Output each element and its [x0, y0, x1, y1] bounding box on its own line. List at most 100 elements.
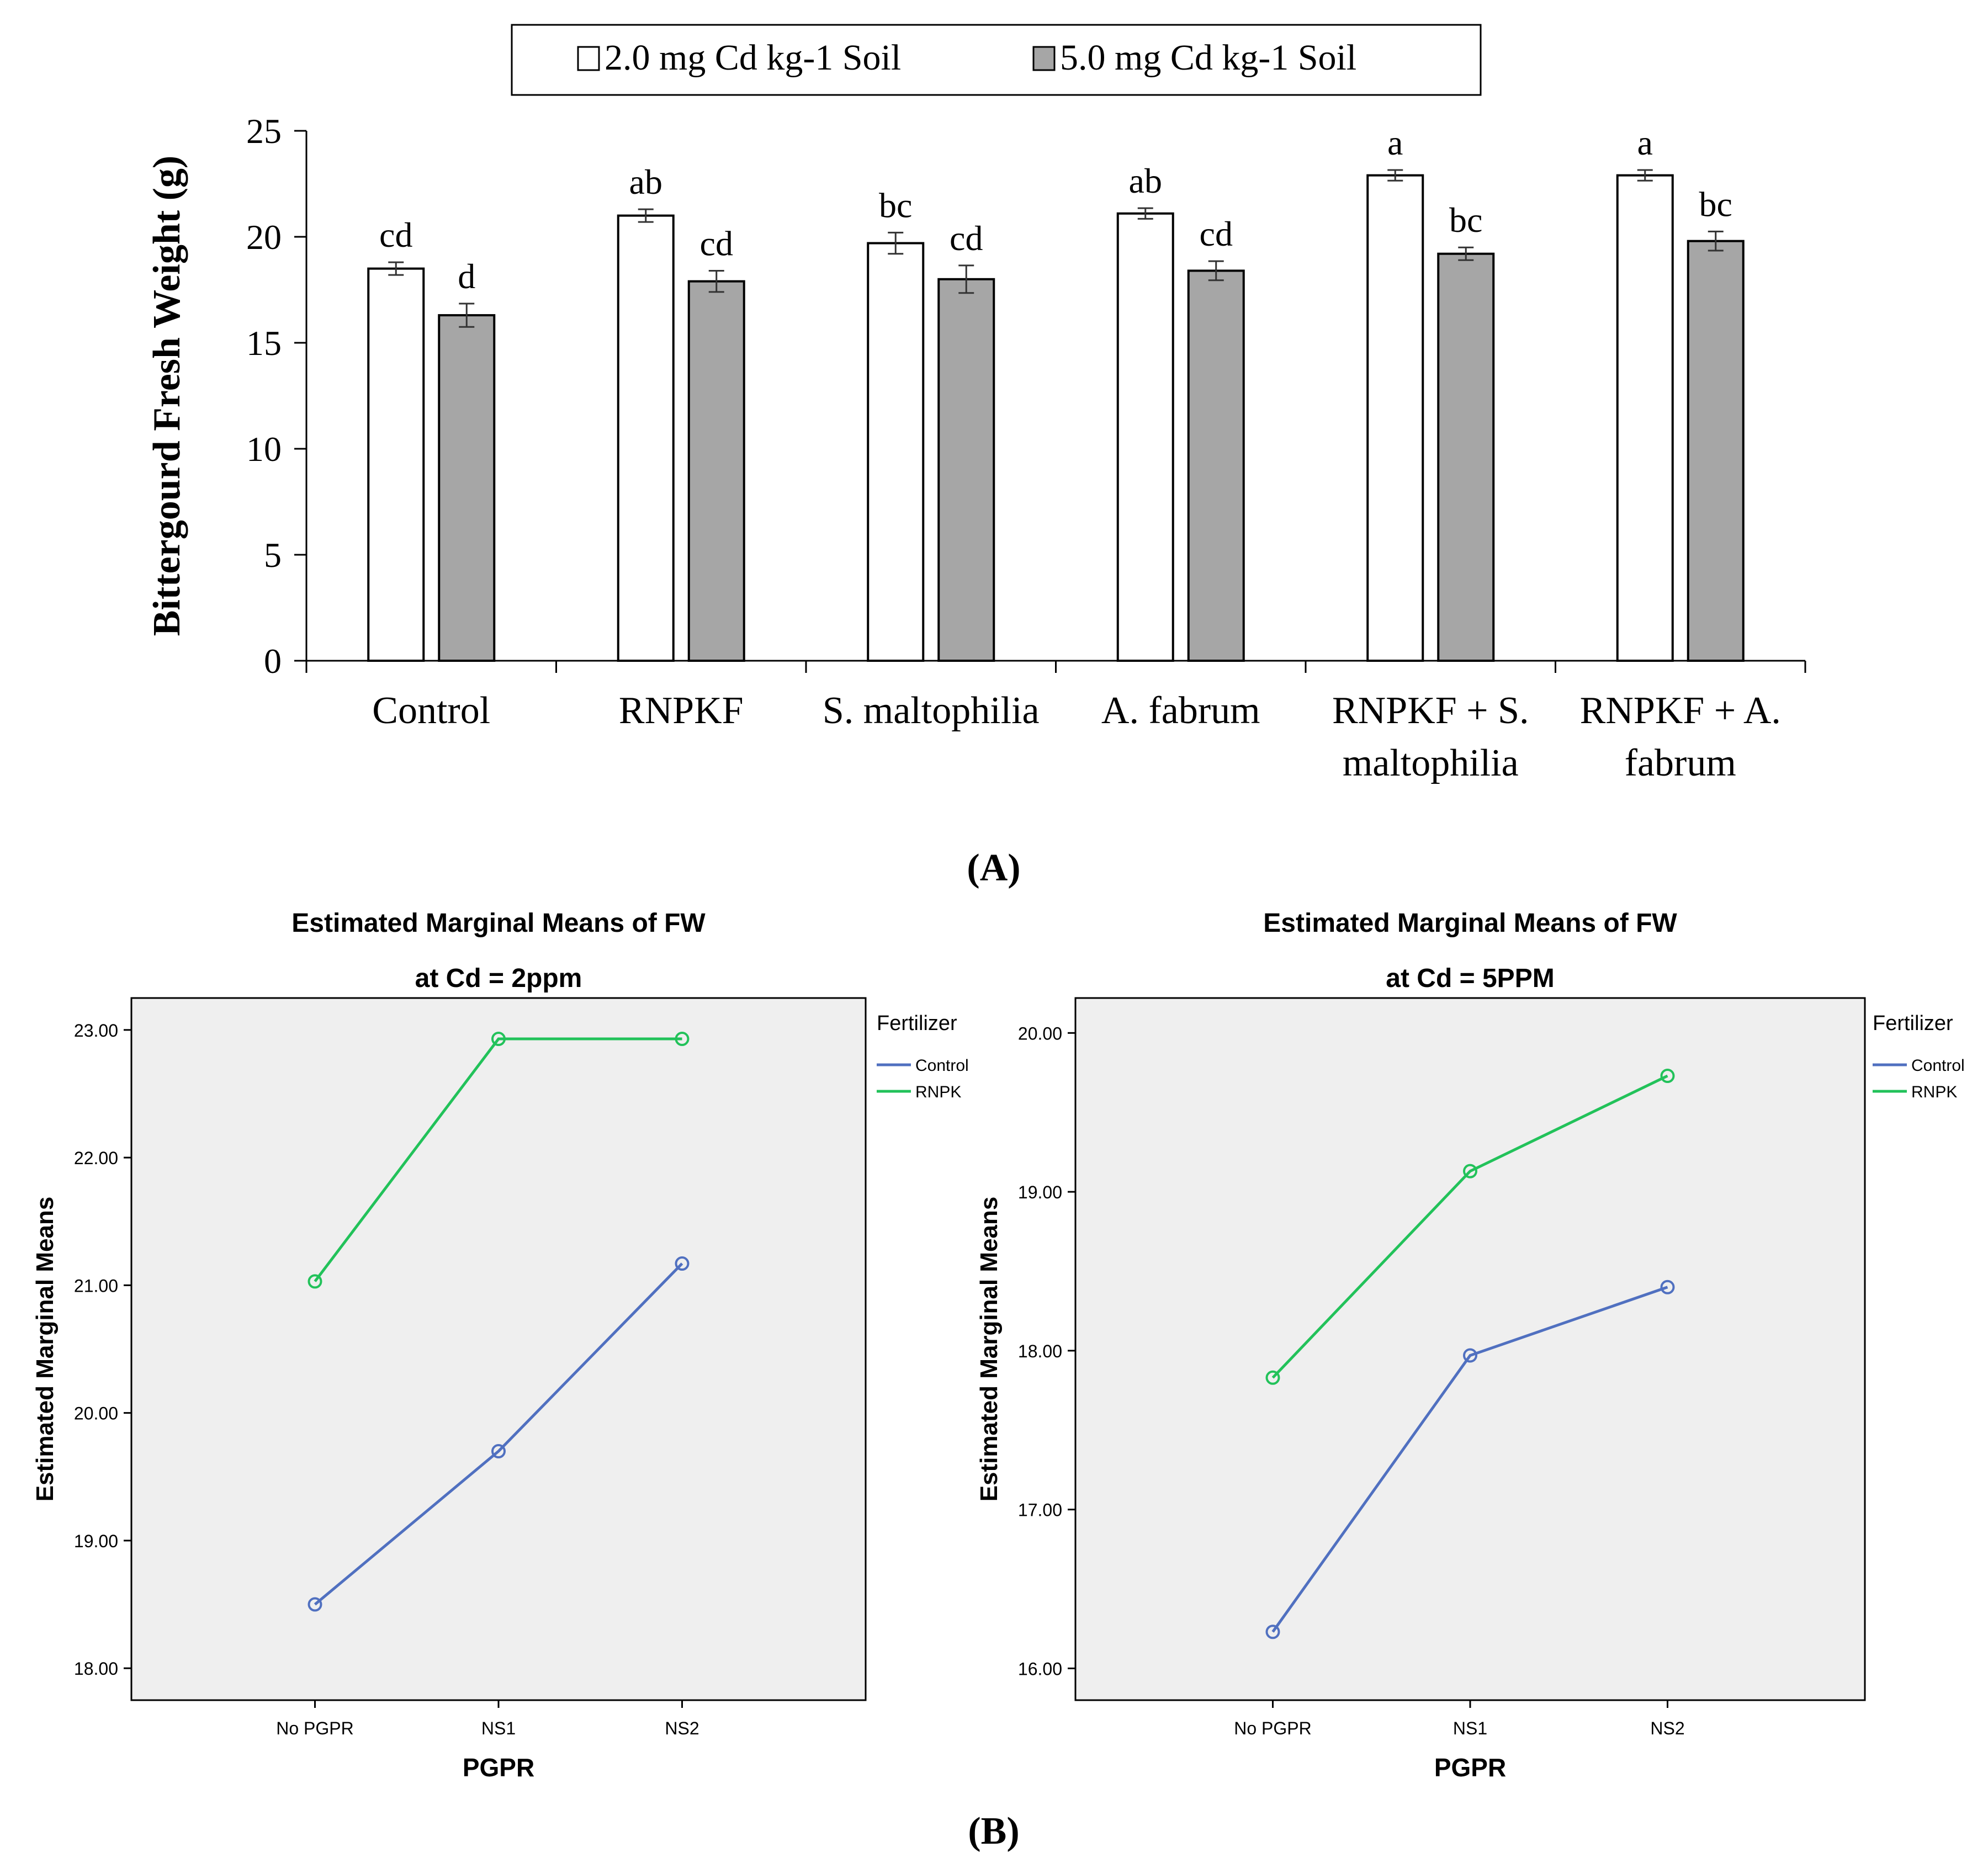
- legend-title: Fertilizer: [1873, 1012, 1953, 1035]
- data-point: [491, 1444, 506, 1459]
- y-axis-label: Estimated Marginal Means: [976, 1197, 1003, 1502]
- category-label: S. maltophilia: [823, 689, 1040, 732]
- data-point: [1265, 1370, 1280, 1385]
- legend-swatch: [1032, 46, 1056, 71]
- significance-label: bc: [1449, 200, 1482, 240]
- data-point: [1463, 1348, 1477, 1363]
- data-point: [491, 1032, 506, 1047]
- chart-title: Estimated Marginal Means of FW: [1263, 909, 1677, 938]
- significance-label: bc: [879, 185, 912, 225]
- series-line: [1271, 1074, 1668, 1379]
- category-label: fabrum: [1625, 742, 1736, 784]
- significance-label: a: [1637, 123, 1653, 162]
- significance-label: cd: [379, 215, 412, 254]
- y-tick-label: 25: [246, 112, 282, 151]
- significance-label: a: [1387, 123, 1403, 162]
- category-label: A. fabrum: [1101, 689, 1260, 732]
- legend-label: 2.0 mg Cd kg-1 Soil: [605, 38, 901, 78]
- y-tick-label: 22.00: [74, 1148, 118, 1168]
- y-tick-label: 20.00: [74, 1404, 118, 1424]
- y-tick-label: 20.00: [1018, 1023, 1062, 1043]
- bar: [1616, 174, 1674, 662]
- category-label: maltophilia: [1343, 742, 1519, 784]
- x-tick-label: NS1: [481, 1718, 516, 1738]
- significance-label: d: [458, 257, 475, 296]
- x-tick-label: No PGPR: [276, 1718, 353, 1738]
- significance-label: cd: [950, 219, 983, 258]
- y-tick-label: 15: [246, 323, 282, 363]
- chart-title: at Cd = 5PPM: [1386, 964, 1554, 993]
- data-point: [1660, 1280, 1675, 1294]
- series-line: [314, 1262, 683, 1606]
- line-chart-cd-2ppm: Estimated Marginal Means of FW at Cd = 2p…: [31, 909, 969, 1782]
- bar: [617, 214, 675, 662]
- data-point: [1463, 1164, 1477, 1179]
- y-axis-label: Estimated Marginal Means: [31, 1197, 59, 1502]
- y-axis-label: Bittergourd Fresh Weight (g): [146, 156, 188, 636]
- bar: [867, 242, 925, 662]
- category-label: RNPKF: [619, 689, 744, 732]
- x-axis-label: PGPR: [463, 1753, 534, 1782]
- y-tick-label: 18.00: [1018, 1341, 1062, 1361]
- category-label: RNPKF + S.: [1332, 689, 1529, 732]
- series-line: [1271, 1286, 1668, 1633]
- bar: [367, 267, 425, 662]
- category-label: Control: [372, 689, 490, 732]
- x-tick-label: NS2: [665, 1718, 699, 1738]
- series-line: [314, 1037, 682, 1282]
- y-tick-label: 19.00: [74, 1531, 118, 1551]
- significance-label: ab: [629, 162, 662, 201]
- data-point: [308, 1597, 322, 1612]
- y-tick-label: 16.00: [1018, 1659, 1062, 1679]
- legend: Fertilizer Control RNPK: [877, 1012, 969, 1101]
- data-point: [675, 1256, 690, 1271]
- chart-title: at Cd = 2ppm: [415, 964, 582, 993]
- legend: Fertilizer Control RNPK: [1873, 1012, 1965, 1101]
- legend-box: [511, 24, 1482, 96]
- bar-chart-panel-a: 2.0 mg Cd kg-1 Soil 5.0 mg Cd kg-1 Soil 0 5…: [146, 24, 1806, 784]
- legend: 2.0 mg Cd kg-1 Soil 5.0 mg Cd kg-1 Soil: [511, 24, 1482, 96]
- data-point: [308, 1274, 322, 1289]
- bar: [1187, 269, 1245, 662]
- y-tick-label: 19.00: [1018, 1182, 1062, 1202]
- data-point: [1660, 1069, 1675, 1084]
- y-tick-label: 17.00: [1018, 1500, 1062, 1520]
- x-tick-label: No PGPR: [1234, 1718, 1311, 1738]
- y-tick-label: 10: [246, 429, 282, 469]
- legend-swatch: [577, 46, 600, 71]
- line-chart-cd-5ppm: Estimated Marginal Means of FW at Cd = 5P…: [976, 909, 1965, 1782]
- data-point: [1265, 1625, 1280, 1639]
- y-tick-label: 5: [264, 535, 282, 575]
- bar: [687, 280, 745, 662]
- y-tick-label: 0: [264, 641, 282, 681]
- x-tick-label: NS1: [1453, 1718, 1487, 1738]
- significance-label: cd: [700, 224, 733, 263]
- panel-label-b: (B): [968, 1810, 1019, 1853]
- legend-label: Control: [1911, 1057, 1965, 1075]
- legend-label: RNPK: [1911, 1083, 1957, 1101]
- y-tick-label: 18.00: [74, 1659, 118, 1679]
- chart-title: Estimated Marginal Means of FW: [291, 909, 706, 938]
- significance-label: ab: [1129, 161, 1162, 200]
- bar: [937, 278, 995, 662]
- legend-label: RNPK: [915, 1083, 961, 1101]
- bar: [438, 314, 496, 662]
- x-axis-label: PGPR: [1434, 1753, 1506, 1782]
- plot-area: [130, 997, 867, 1701]
- panel-label-a: (A): [967, 847, 1020, 889]
- bar: [1366, 174, 1424, 662]
- legend-title: Fertilizer: [877, 1012, 957, 1035]
- y-tick-label: 23.00: [74, 1021, 118, 1041]
- category-label: RNPKF + A.: [1580, 689, 1781, 732]
- y-tick-label: 21.00: [74, 1276, 118, 1296]
- x-tick-label: NS2: [1650, 1718, 1684, 1738]
- significance-label: cd: [1200, 214, 1233, 253]
- significance-label: bc: [1699, 184, 1732, 224]
- bar: [1687, 240, 1745, 662]
- bar: [1116, 212, 1174, 662]
- y-tick-label: 20: [246, 217, 282, 257]
- legend-label: 5.0 mg Cd kg-1 Soil: [1060, 38, 1356, 78]
- data-point: [675, 1032, 690, 1047]
- legend-label: Control: [915, 1057, 969, 1075]
